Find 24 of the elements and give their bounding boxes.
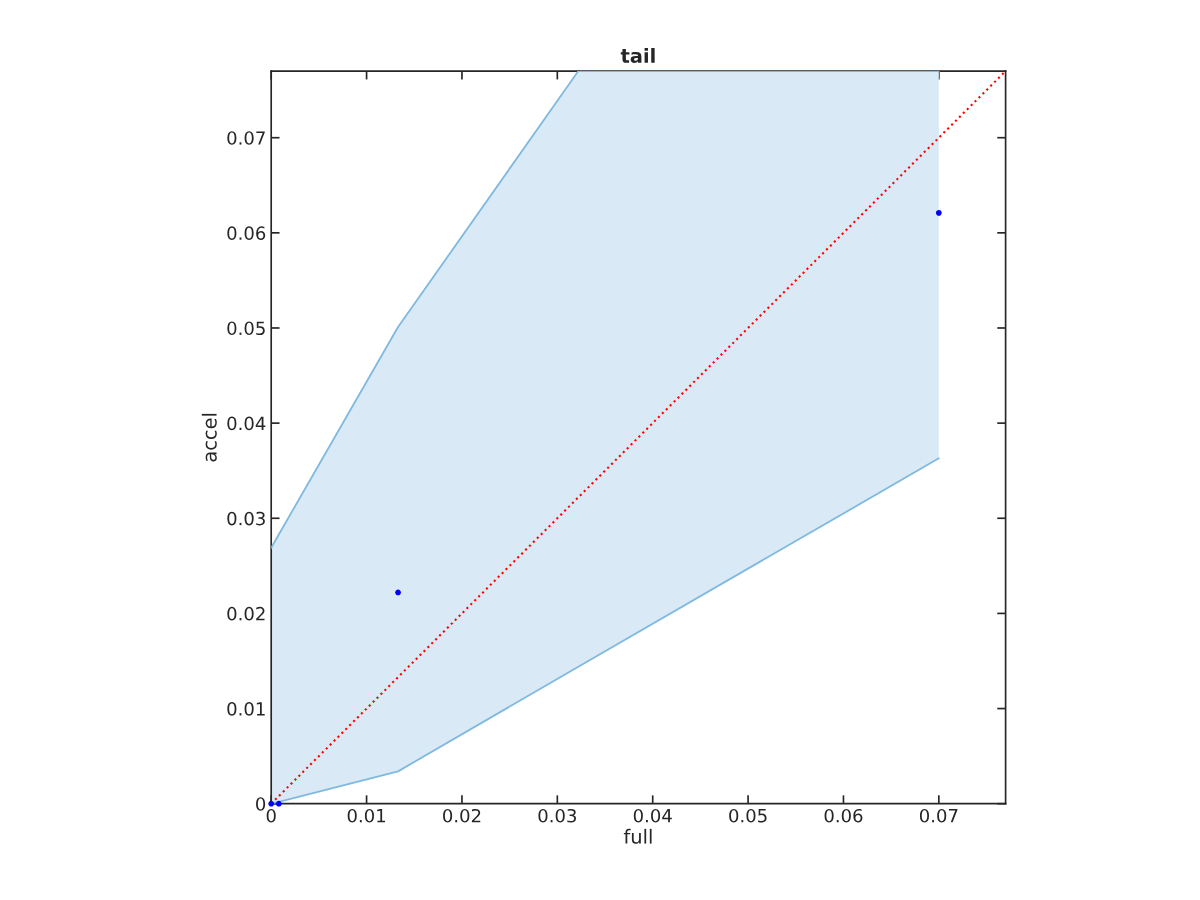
x-tick-label: 0.02 — [443, 808, 481, 823]
y-tick-label: 0.02 — [227, 606, 265, 621]
x-tick-label: 0.07 — [919, 808, 958, 823]
x-tick-label: 0.01 — [347, 808, 386, 823]
chart-title: tail — [620, 47, 655, 64]
x-tick-label: 0.05 — [729, 808, 767, 823]
x-tick-label: 0.04 — [633, 808, 672, 823]
line-series — [271, 71, 940, 549]
point — [275, 800, 282, 807]
point — [395, 589, 401, 596]
y-tick-label: 0.04 — [227, 416, 266, 431]
y-tick-label: 0.05 — [227, 321, 265, 336]
y-tick-label: 0 — [256, 797, 266, 811]
y-tick-label: 0.03 — [227, 511, 265, 526]
y-tick-label: 0.06 — [227, 226, 266, 240]
x-tick-label: 0.03 — [538, 808, 576, 823]
x-axis-title: full — [623, 828, 652, 844]
point — [935, 209, 942, 216]
point — [268, 800, 275, 807]
y-tick-label: 0.01 — [227, 702, 265, 716]
y-axis-title: accel — [201, 413, 217, 462]
x-tick-label: 0.06 — [824, 808, 863, 823]
y-tick-label: 0.07 — [227, 131, 265, 145]
x-tick-label: 0 — [266, 808, 276, 823]
